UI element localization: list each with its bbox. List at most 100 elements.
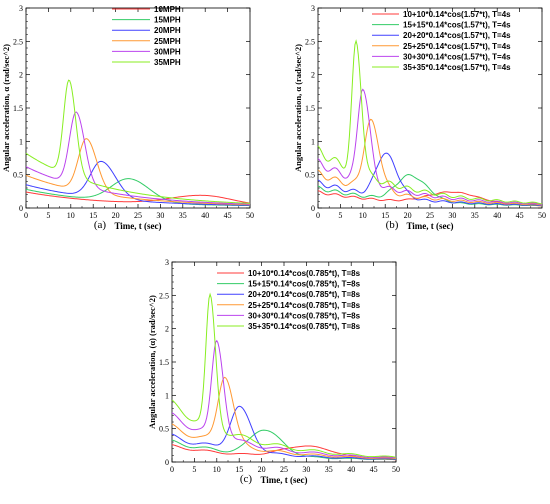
legend-label: 10MPH [154,5,181,14]
y-tick-label: 2.5 [159,291,169,300]
x-axis-label: Time, t (sec) [406,221,453,231]
y-axis-label: Angular acceleration, α (rad/sec^2) [1,44,11,172]
x-tick-label: 10 [67,211,75,220]
legend-label: 35+35*0.14*cos(0.785*t), T=8s [248,322,361,331]
x-tick-label: 25 [280,465,288,474]
x-tick-label: 50 [246,211,254,220]
x-tick-label: 15 [89,211,97,220]
legend-label: 20+20*0.14*cos(1.57*t), T=4s [403,31,511,40]
x-tick-label: 15 [235,465,243,474]
series-line-4 [171,376,397,460]
x-tick-label: 25 [134,211,142,220]
y-tick-label: 2 [19,71,23,80]
series-line-6 [25,79,251,204]
x-tick-label: 20 [258,465,266,474]
series-line-4 [317,118,543,206]
panel-caption: (c) [239,473,253,485]
panel-caption: (a) [93,219,107,231]
x-tick-label: 5 [46,211,50,220]
legend-label: 20+20*0.14*cos(0.785*t), T=8s [248,290,361,299]
series-line-1 [25,191,251,204]
y-tick-label: 1 [19,137,23,146]
x-tick-label: 30 [156,211,164,220]
series-line-3 [317,152,543,207]
y-tick-label: 0 [165,458,169,467]
x-tick-label: 35 [179,211,187,220]
legend-label: 35MPH [154,58,181,67]
y-tick-label: 3 [165,258,169,267]
legend-label: 10+10*0.14*cos(1.57*t), T=4s [403,10,511,19]
x-tick-label: 25 [426,211,434,220]
x-tick-label: 40 [201,211,209,220]
x-tick-label: 35 [325,465,333,474]
legend-label: 25+25*0.14*cos(1.57*t), T=4s [403,42,511,51]
legend-label: 20MPH [154,26,181,35]
x-axis-label: Time, t (sec) [114,221,161,231]
panel-3: 0 5 10 15 20 25 30 35 40 45 50 0 0.5 1 1.5 2 2.5 3 Time, t… [147,258,400,485]
x-tick-label: 0 [24,211,28,220]
y-tick-label: 3 [19,4,23,13]
y-tick-label: 0 [311,204,315,213]
y-tick-label: 0.5 [305,171,315,180]
series-line-5 [171,339,397,459]
panel-caption: (b) [385,219,399,231]
panel-2: 0 5 10 15 20 25 30 35 40 45 50 0 0.5 1 1.5 2 2.5 3 Time, t… [293,4,546,231]
y-tick-label: 1.5 [159,358,169,367]
x-tick-label: 5 [338,211,342,220]
y-tick-label: 3 [311,4,315,13]
x-tick-label: 5 [192,465,196,474]
x-tick-label: 40 [347,465,355,474]
x-tick-label: 0 [316,211,320,220]
x-tick-label: 10 [213,465,221,474]
y-axis-label: Angular acceleration, (α) (rad/sec^2) [147,295,157,429]
legend-label: 25+25*0.14*cos(0.785*t), T=8s [248,301,361,310]
x-tick-label: 15 [381,211,389,220]
x-tick-label: 45 [224,211,232,220]
legend-label: 30MPH [154,47,181,56]
y-tick-label: 1 [165,391,169,400]
series-line-3 [171,405,397,460]
legend-label: 15+15*0.14*cos(0.785*t), T=8s [248,280,361,289]
x-tick-label: 30 [448,211,456,220]
legend-label: 15+15*0.14*cos(1.57*t), T=4s [403,21,511,30]
y-tick-label: 0 [19,204,23,213]
series-line-6 [317,39,543,205]
y-tick-label: 0.5 [159,425,169,434]
legend-label: 15MPH [154,16,181,25]
legend-label: 30+30*0.14*cos(0.785*t), T=8s [248,311,361,320]
y-tick-label: 1.5 [13,104,23,113]
series-line-4 [25,138,251,206]
x-tick-label: 50 [538,211,546,220]
x-tick-label: 50 [392,465,400,474]
x-tick-label: 45 [516,211,524,220]
series-line-6 [171,292,397,458]
legend-label: 30+30*0.14*cos(1.57*t), T=4s [403,52,511,61]
x-tick-label: 20 [404,211,412,220]
legend-label: 35+35*0.14*cos(1.57*t), T=4s [403,63,511,72]
x-tick-label: 0 [170,465,174,474]
y-tick-label: 2.5 [305,37,315,46]
y-tick-label: 0.5 [13,171,23,180]
y-tick-label: 2.5 [13,37,23,46]
legend-label: 25MPH [154,37,181,46]
legend-label: 10+10*0.14*cos(0.785*t), T=8s [248,269,361,278]
series-line-5 [317,88,543,205]
plot-frame [25,7,251,209]
series-line-2 [171,429,397,460]
y-tick-label: 1 [311,137,315,146]
x-tick-label: 30 [302,465,310,474]
y-axis-label: Angular acceleration, α (rad/sec^2) [293,44,303,172]
y-tick-label: 2 [165,325,169,334]
x-axis-label: Time, t (sec) [260,475,307,485]
series-line-3 [25,160,251,206]
x-tick-label: 35 [471,211,479,220]
x-tick-label: 45 [370,465,378,474]
panel-1: 0 5 10 15 20 25 30 35 40 45 50 0 0.5 1 1.5 2 2.5 3 Time, t… [1,4,254,231]
y-tick-label: 2 [311,71,315,80]
x-tick-label: 20 [112,211,120,220]
y-tick-label: 1.5 [305,104,315,113]
x-tick-label: 10 [359,211,367,220]
x-tick-label: 40 [493,211,501,220]
